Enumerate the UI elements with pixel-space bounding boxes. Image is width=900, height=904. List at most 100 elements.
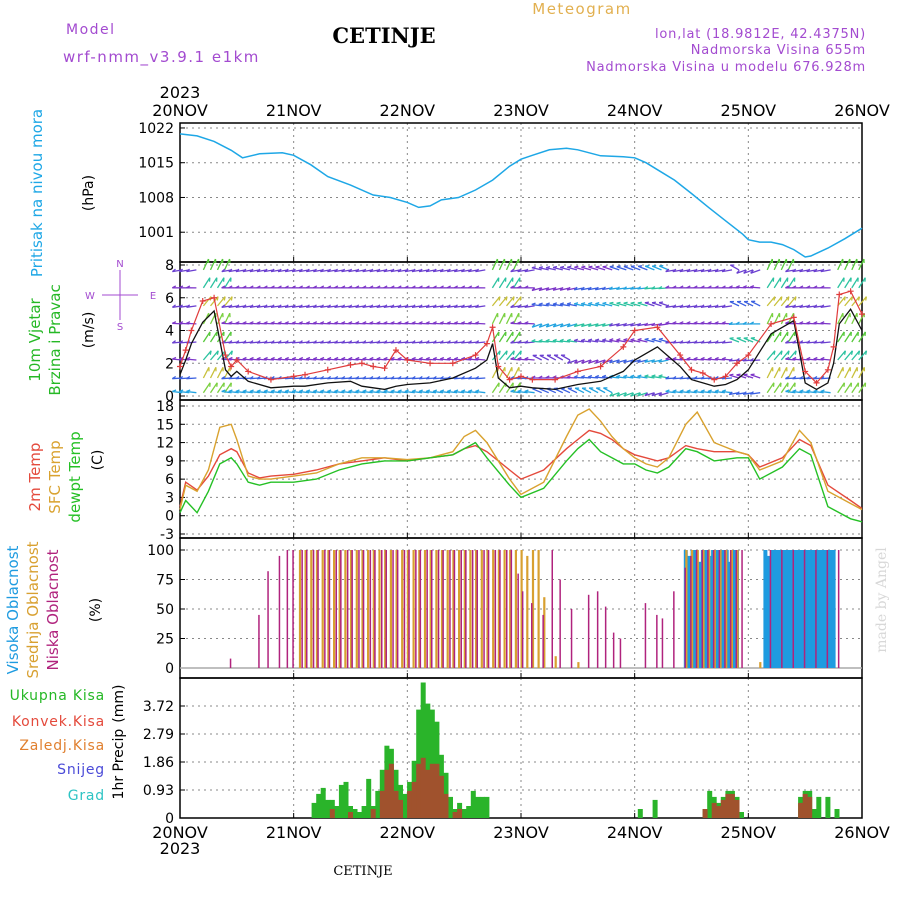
precip-ylabel-unit: (mm): [111, 685, 127, 723]
precip-bar: [653, 800, 658, 818]
cloud-bar: [420, 550, 422, 668]
cloud-bar: [506, 550, 508, 668]
wind-arrow: [475, 359, 485, 360]
y-tick-label: 0: [165, 661, 174, 677]
cloud-bar: [832, 550, 836, 668]
wind-arrow-head: [610, 302, 614, 303]
wind-arrow-head: [567, 303, 571, 304]
cloud-bar: [511, 550, 512, 668]
top-tick-label: 21NOV: [266, 101, 322, 120]
precip-bar: [707, 791, 712, 818]
cloud-bar: [781, 550, 783, 668]
cloud-bar: [386, 550, 388, 668]
precip-bar: [725, 794, 730, 818]
cloud-bar: [555, 656, 557, 668]
y-tick-label: 75: [156, 573, 174, 589]
wind-arrow-head: [553, 267, 557, 268]
pressure-frame: [180, 123, 862, 262]
product-title: Meteogram: [532, 0, 631, 18]
y-tick-label: 4: [165, 324, 174, 340]
wind-arrow: [211, 383, 218, 393]
precip-bar: [380, 791, 385, 818]
wind-arrow-head: [574, 266, 578, 267]
wind-arrow-head: [581, 339, 585, 340]
wind-arrow-head: [645, 302, 649, 303]
wind-arrow-head: [506, 351, 507, 355]
precip-bar: [466, 806, 471, 818]
wind-arrow: [211, 278, 217, 288]
wind-arrow-head: [645, 375, 649, 376]
wind-arrow: [750, 287, 760, 288]
wind-arrow: [203, 278, 209, 288]
wind-arrow: [788, 367, 794, 378]
wind-arrow: [218, 259, 223, 270]
wind-arrow: [838, 259, 843, 270]
wind-arrow-head: [499, 297, 500, 301]
precip-bar: [339, 785, 344, 818]
wind-arrow: [475, 323, 485, 324]
precip-bar: [412, 782, 417, 818]
cloud-bar: [517, 574, 519, 668]
precip-legend-item: Snijeg: [57, 762, 105, 778]
wind-arrow-head: [513, 351, 514, 355]
cloud-bar: [707, 550, 709, 668]
wind-ylabel-2: Brzina i Pravac: [46, 284, 64, 395]
wind-arrow: [492, 383, 499, 393]
y-tick-label: 2.79: [143, 727, 174, 743]
wind-arrow-head: [645, 266, 649, 267]
wind-gust-point: [370, 364, 376, 370]
wind-arrow-head: [217, 297, 218, 301]
wind-arrow-head: [567, 266, 571, 267]
cloud-bar: [324, 550, 326, 668]
wind-arrow-head: [520, 351, 521, 355]
precip-bar: [366, 779, 371, 818]
precip-bar: [389, 764, 394, 818]
compass-letter: N: [116, 259, 123, 270]
cloud-bar: [645, 603, 647, 668]
precip-bar: [703, 809, 708, 818]
wind-arrow-head: [652, 339, 656, 340]
wind-arrow-head: [630, 375, 634, 376]
precip-bar: [407, 791, 412, 818]
cloud-bar: [461, 550, 463, 668]
y-tick-label: 25: [156, 632, 174, 648]
footer-station: CETINJE: [333, 864, 392, 879]
precip-bar: [484, 797, 489, 818]
wind-arrow-head: [581, 303, 585, 304]
y-tick-label: 18: [156, 399, 174, 415]
cloud-bar: [336, 550, 338, 668]
cloud-bar: [347, 550, 349, 668]
wind-arrow: [211, 259, 216, 270]
wind-arrow: [492, 278, 498, 288]
cloud-bar: [542, 615, 544, 668]
bottom-tick-label: 24NOV: [607, 823, 663, 842]
precip-bar: [716, 806, 721, 818]
cloud-bar: [730, 550, 732, 668]
wind-arrow: [211, 367, 216, 378]
wind-arrow-head: [774, 351, 775, 355]
wind-arrow: [845, 259, 850, 270]
wind-arrow: [852, 278, 858, 288]
cloud-bar: [287, 550, 289, 668]
compass-letter: S: [117, 322, 123, 333]
wind-arrow: [845, 367, 851, 378]
wind-gust-point: [836, 291, 842, 297]
wind-gust-point: [791, 314, 797, 320]
precip-bar: [434, 764, 439, 818]
wind-arrow: [781, 297, 789, 306]
top-tick-label: 24NOV: [607, 101, 663, 120]
cloud-bar: [488, 550, 490, 668]
cloud-bar: [374, 550, 376, 668]
cloud-bar: [447, 550, 449, 668]
y-tick-label: 3: [165, 490, 174, 506]
cloud-bar: [724, 550, 726, 668]
wind-gust-point: [848, 288, 854, 294]
cloud-bar: [329, 550, 331, 668]
wind-gust-point: [450, 360, 456, 366]
wind-gust-point: [359, 360, 365, 366]
cloud-bar: [673, 591, 675, 668]
